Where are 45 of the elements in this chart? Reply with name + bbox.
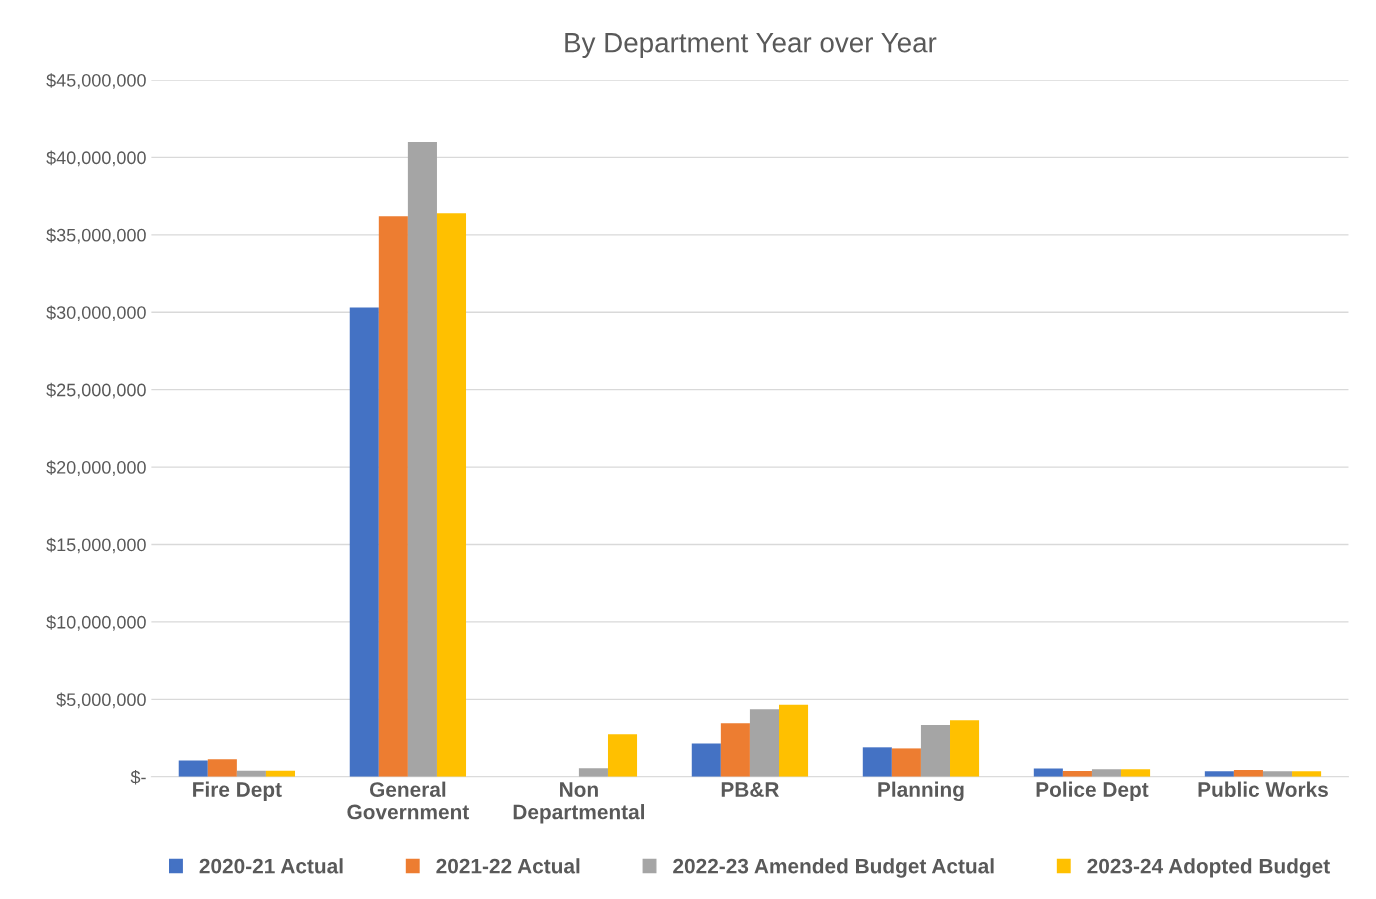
- bar: [607, 734, 638, 777]
- bar: [1233, 770, 1263, 777]
- bar: [407, 141, 437, 777]
- y-tick-label: $15,000,000: [46, 537, 146, 554]
- bar: [436, 213, 467, 777]
- x-tick-label: General Government: [347, 781, 469, 820]
- x-tick-label: Fire Dept: [193, 781, 282, 802]
- bar: [891, 748, 921, 777]
- bar: [378, 216, 408, 777]
- legend-label: 2021-22 Actual: [436, 858, 580, 874]
- bar: [720, 723, 750, 777]
- bar: [950, 720, 980, 777]
- bar: [578, 768, 608, 777]
- bar: [349, 307, 379, 777]
- y-tick-label: $20,000,000: [46, 460, 146, 476]
- bar: [691, 743, 721, 777]
- y-tick-label: $35,000,000: [46, 228, 146, 244]
- x-tick-label: Public Works: [1198, 781, 1328, 797]
- bar: [207, 759, 237, 777]
- y-tick-label: $45,000,000: [46, 73, 146, 89]
- y-tick-label: $30,000,000: [46, 305, 146, 322]
- y-tick-label: $10,000,000: [46, 615, 146, 631]
- y-tick-label: $25,000,000: [46, 382, 146, 399]
- legend-label: 2020-21 Actual: [199, 858, 343, 874]
- bar: [1121, 769, 1151, 777]
- legend-label: 2022-23 Amended Budget Actual: [673, 858, 994, 878]
- bar: [749, 709, 779, 777]
- x-tick-label: Police Dept: [1036, 781, 1149, 802]
- bar: [178, 760, 208, 777]
- bar: [1262, 771, 1293, 777]
- y-tick-label: $-: [130, 769, 146, 785]
- x-tick-label: Planning: [878, 781, 964, 802]
- y-tick-label: $5,000,000: [56, 692, 146, 709]
- bar: [1204, 771, 1234, 777]
- bar: [778, 704, 809, 777]
- bar: [920, 725, 951, 777]
- x-tick-label: PB&R: [721, 782, 780, 797]
- bar: [862, 747, 892, 777]
- legend-label: 2023-24 Adopted Budget: [1087, 858, 1330, 878]
- bar: [1033, 768, 1063, 777]
- bar: [1292, 771, 1322, 777]
- bar: [1091, 769, 1122, 777]
- y-tick-label: $40,000,000: [46, 150, 146, 167]
- x-tick-label: Non Departmental: [513, 782, 644, 824]
- chart-title: By Department Year over Year: [565, 33, 937, 58]
